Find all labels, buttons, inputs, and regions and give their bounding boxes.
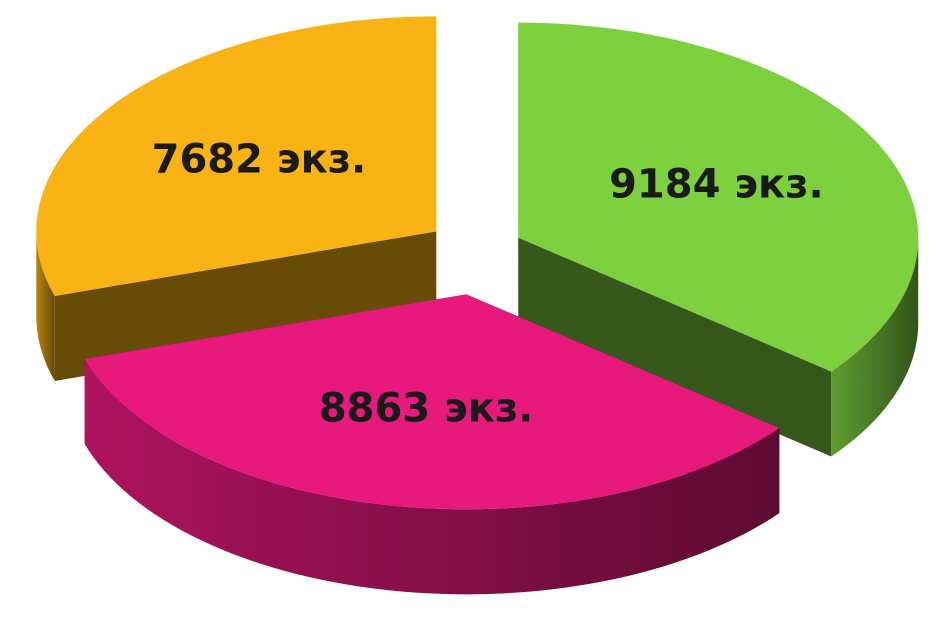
pie-slice: 7682 экз. [36, 16, 437, 381]
slice-top [84, 294, 780, 510]
slice-side-wall [54, 231, 437, 381]
data-label: 7682 экз. [152, 136, 367, 182]
pie-slice: 9184 экз. [518, 22, 919, 457]
slice-outer-wall [831, 237, 919, 457]
slice-top [36, 16, 437, 296]
slice-side-wall [518, 237, 832, 457]
slice-outer-wall [84, 358, 780, 595]
slice-outer-wall [36, 231, 55, 381]
pie-slice: 8863 экз. [84, 294, 780, 595]
slice-top [518, 22, 919, 372]
data-label: 8863 экз. [319, 386, 534, 432]
data-label: 9184 экз. [609, 161, 824, 207]
